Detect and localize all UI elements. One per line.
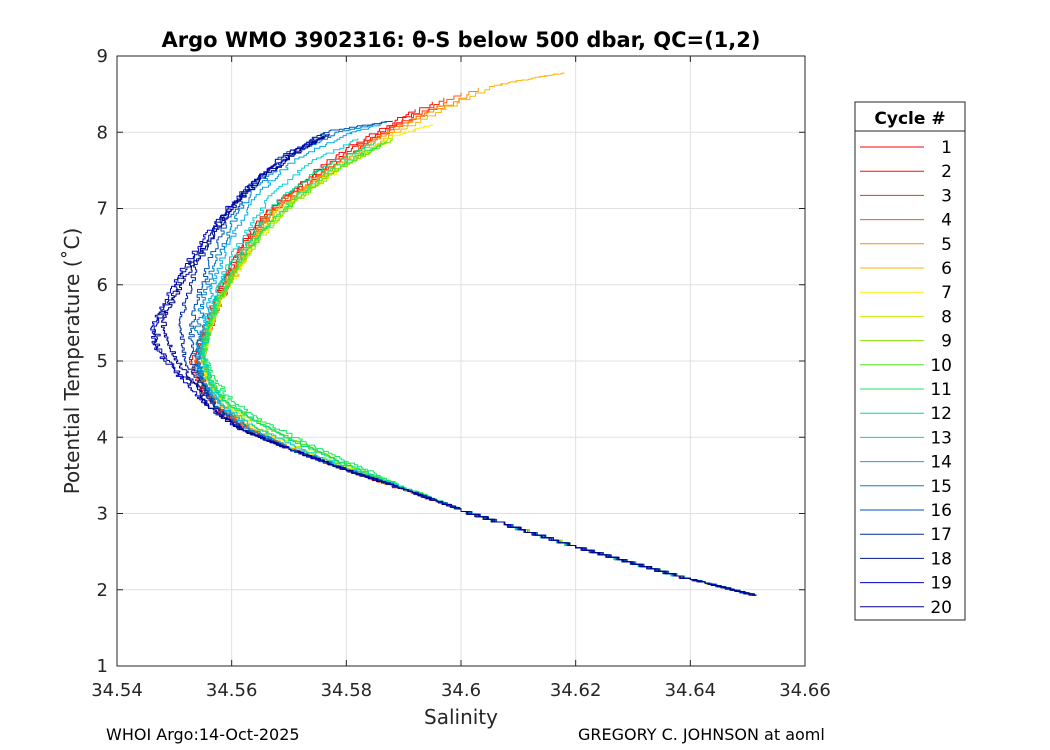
legend-box	[854, 101, 966, 621]
y-tick-label: 3	[97, 504, 108, 525]
legend-label-cycle-16: 16	[930, 501, 952, 521]
legend-label-cycle-2: 2	[941, 162, 952, 182]
footer-credit-right: GREGORY C. JOHNSON at aoml	[578, 725, 825, 744]
plot-area: 34.54 34.56 34.58 34.6 34.62 34.64 34.66 1 2 3 4 5 6…	[91, 46, 831, 701]
x-tick-label: 34.58	[321, 680, 373, 701]
legend-label-cycle-5: 5	[941, 235, 952, 255]
chart-title: Argo WMO 3902316: θ-S below 500 dbar, QC…	[162, 28, 761, 52]
legend-label-cycle-14: 14	[930, 453, 952, 473]
y-tick-label: 1	[97, 656, 108, 677]
legend-label-cycle-11: 11	[930, 380, 952, 400]
legend-label-cycle-20: 20	[930, 598, 952, 618]
x-tick-label: 34.64	[665, 680, 717, 701]
y-tick-label: 9	[97, 46, 108, 67]
legend-label-cycle-9: 9	[941, 332, 952, 352]
legend-label-cycle-3: 3	[941, 186, 952, 206]
legend-label-cycle-4: 4	[941, 211, 952, 231]
y-tick-label: 4	[97, 427, 108, 448]
y-tick-label: 7	[97, 199, 108, 220]
legend-label-cycle-18: 18	[930, 549, 952, 569]
footer-credit-left: WHOI Argo:14-Oct-2025	[106, 725, 300, 744]
legend-label-cycle-15: 15	[930, 477, 952, 497]
x-tick-label: 34.56	[206, 680, 258, 701]
y-tick-label: 6	[97, 275, 108, 296]
series-layer	[150, 72, 757, 596]
x-tick-label: 34.54	[91, 680, 143, 701]
y-tick-label: 5	[97, 351, 108, 372]
y-tick-label: 2	[97, 580, 108, 601]
legend-label-cycle-7: 7	[941, 283, 952, 303]
legend-label-cycle-1: 1	[941, 138, 952, 158]
x-tick-label: 34.66	[779, 680, 831, 701]
legend-label-cycle-8: 8	[941, 307, 952, 327]
series-line-cycle-20	[160, 133, 757, 596]
x-axis-label: Salinity	[424, 705, 498, 729]
x-tick-label: 34.6	[441, 680, 481, 701]
axis-ticks: 34.54 34.56 34.58 34.6 34.62 34.64 34.66 1 2 3 4 5 6…	[91, 46, 831, 701]
series-line-cycle-19	[150, 136, 757, 596]
legend-label-cycle-13: 13	[930, 428, 952, 448]
legend-label-cycle-17: 17	[930, 525, 952, 545]
legend-label-cycle-6: 6	[941, 259, 952, 279]
legend-title: Cycle #	[874, 109, 945, 129]
legend-label-cycle-19: 19	[930, 574, 952, 594]
legend-label-cycle-12: 12	[930, 404, 952, 424]
x-tick-label: 34.62	[550, 680, 602, 701]
y-axis-label: Potential Temperature (˚C)	[60, 228, 84, 495]
legend-label-cycle-10: 10	[930, 356, 952, 376]
y-tick-label: 8	[97, 122, 108, 143]
